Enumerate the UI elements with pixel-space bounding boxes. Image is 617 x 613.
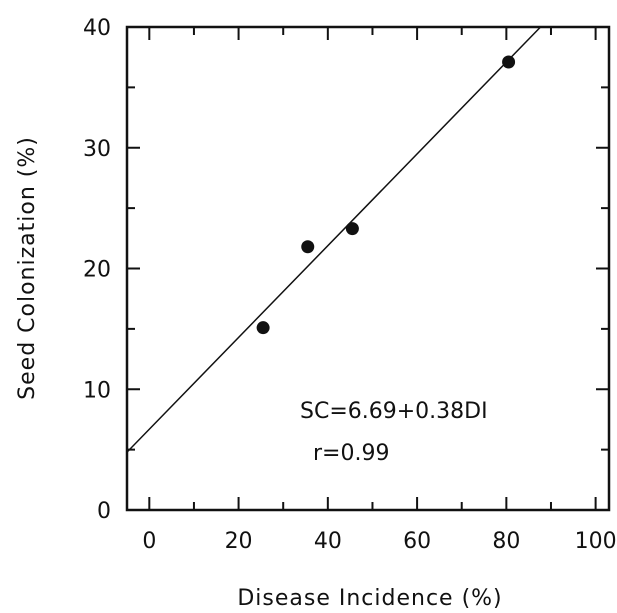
data-point (502, 55, 516, 69)
x-axis-title: Disease Incidence (%) (237, 586, 502, 611)
y-tick-label: 20 (83, 258, 111, 283)
x-tick-label: 80 (492, 529, 520, 554)
y-tick-label: 40 (83, 16, 111, 41)
y-tick-label: 30 (83, 137, 111, 162)
x-tick-label: 40 (314, 529, 342, 554)
data-point (256, 321, 270, 335)
data-point (345, 222, 359, 236)
correlation-label: r=0.99 (313, 441, 389, 466)
x-tick-label: 60 (403, 529, 431, 554)
data-points (256, 55, 516, 335)
axis-ticks (127, 26, 609, 511)
y-tick-label: 10 (83, 378, 111, 403)
plot-frame (125, 25, 611, 512)
axis-tick-labels: 0 20 40 60 80 100 0 10 20 30 40 (83, 16, 617, 554)
regression-equation-label: SC=6.69+0.38DI (300, 399, 488, 424)
regression-line-group (126, 26, 542, 453)
x-tick-label: 0 (142, 529, 156, 554)
regression-line (126, 26, 542, 453)
x-tick-label: 20 (225, 529, 253, 554)
y-axis-title: Seed Colonization (%) (15, 136, 40, 400)
y-tick-label: 0 (97, 499, 111, 524)
x-tick-label: 100 (575, 529, 617, 554)
data-point (301, 240, 315, 254)
